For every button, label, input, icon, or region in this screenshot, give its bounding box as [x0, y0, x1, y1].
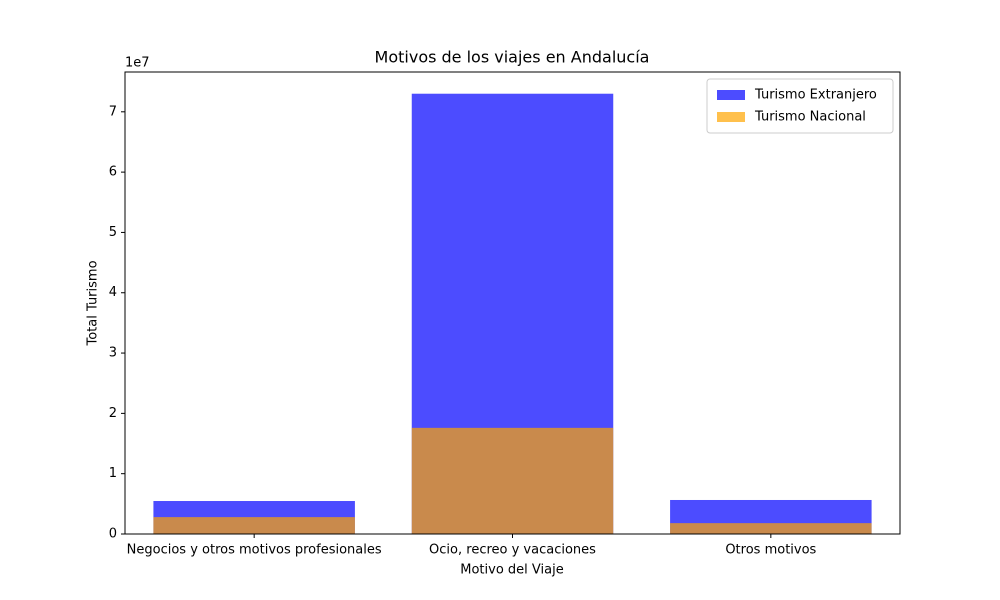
y-tick-label: 1: [109, 466, 117, 481]
legend-swatch: [717, 112, 745, 122]
x-tick-label: Negocios y otros motivos profesionales: [127, 543, 382, 558]
legend-label: Turismo Nacional: [754, 110, 866, 125]
legend-box: [706, 78, 894, 134]
x-axis-label: Motivo del Viaje: [460, 563, 563, 578]
bar: [153, 517, 355, 534]
bar: [411, 427, 614, 534]
x-tick-label: Otros motivos: [725, 543, 816, 558]
y-tick-label: 5: [109, 225, 117, 240]
y-tick-label: 2: [109, 406, 117, 421]
plot-frame: [124, 71, 901, 535]
y-tick-label: 4: [109, 285, 117, 300]
y-axis-label: Total Turismo: [86, 260, 101, 346]
y-tick-label: 7: [109, 104, 117, 119]
bar: [670, 523, 872, 534]
y-offset-label: 1e7: [125, 56, 150, 71]
chart-title: Motivos de los viajes en Andalucía: [375, 48, 650, 67]
y-tick-label: 0: [109, 527, 117, 542]
y-tick-label: 3: [109, 346, 117, 361]
y-tick-label: 6: [109, 165, 117, 180]
legend-label: Turismo Extranjero: [754, 88, 877, 103]
legend-swatch: [717, 90, 745, 100]
x-tick-label: Ocio, recreo y vacaciones: [429, 543, 596, 558]
